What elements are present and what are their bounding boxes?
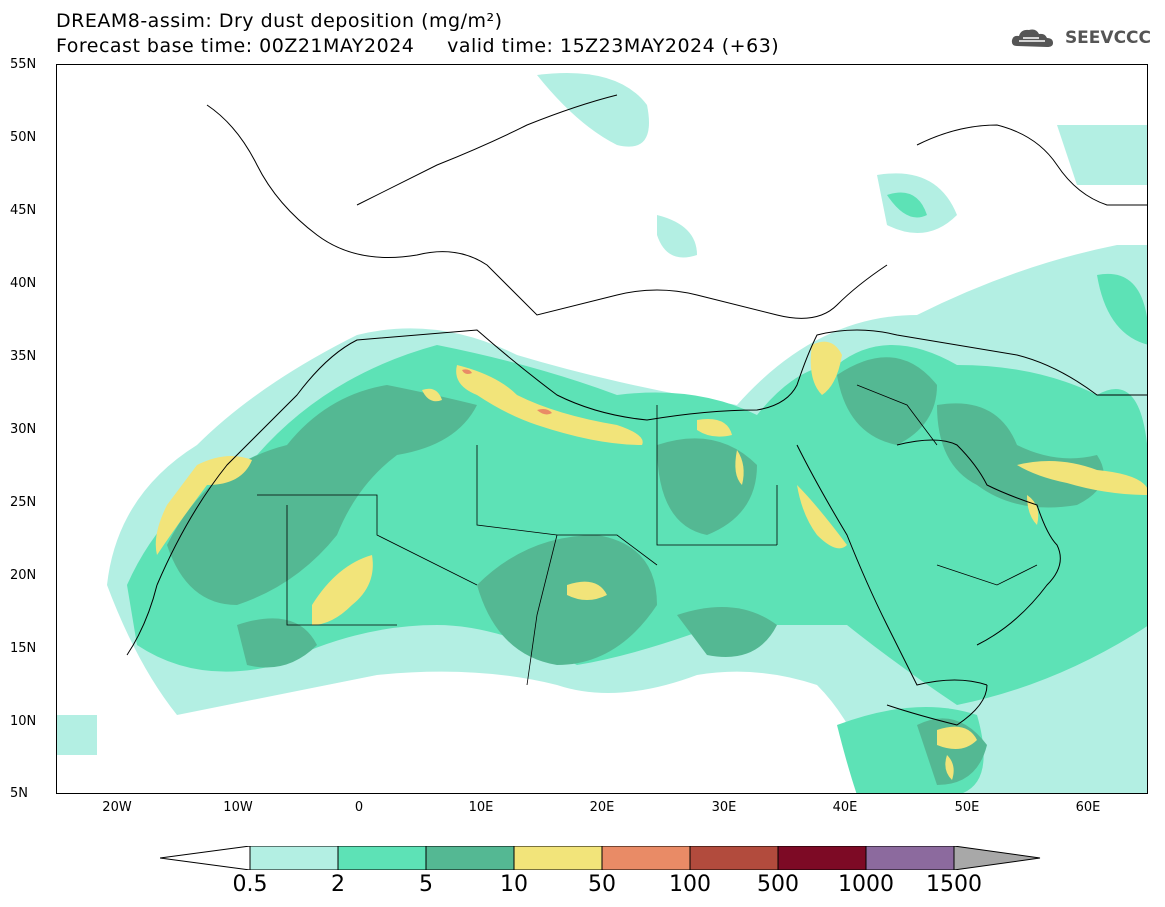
lat-label-10n: 10N: [10, 714, 37, 729]
colorbar-bin-1000: [865, 845, 955, 871]
colorbar-label-1500: 1500: [926, 872, 982, 897]
lon-label-10e: 10E: [468, 800, 494, 815]
lon-label-40e: 40E: [832, 800, 858, 815]
colorbar-bin-500: [777, 845, 867, 871]
lat-label-15n: 15N: [10, 641, 37, 656]
lon-label-30e: 30E: [711, 800, 737, 815]
colorbar-label-10: 10: [500, 872, 528, 897]
lat-label-20n: 20N: [10, 568, 37, 583]
colorbar-label-50: 50: [588, 872, 616, 897]
lon-label-60e: 60E: [1075, 800, 1101, 815]
map-canvas: [57, 73, 1147, 793]
colorbar-bin-50: [601, 845, 691, 871]
coastlines: [126, 94, 1147, 726]
map-subtitle: Forecast base time: 00Z21MAY2024 valid t…: [56, 35, 780, 57]
lon-label-50e: 50E: [954, 800, 980, 815]
lat-label-55n: 55N: [10, 57, 37, 72]
dust-deposition-map: [56, 64, 1148, 794]
seevccc-logo: SEEVCCC: [1009, 26, 1151, 50]
colorbar-bin-10: [513, 845, 603, 871]
colorbar-bin-2: [337, 845, 427, 871]
colorbar-label-500: 500: [757, 872, 799, 897]
country-borders: [257, 384, 1038, 686]
lat-label-50n: 50N: [10, 130, 37, 145]
cloud-icon: [1011, 29, 1053, 47]
colorbar-label-2: 2: [331, 872, 345, 897]
lon-label-20w: 20W: [102, 800, 132, 815]
logo-text: SEEVCCC: [1064, 28, 1151, 48]
lon-label-10w: 10W: [223, 800, 253, 815]
level-50-areas: [462, 369, 552, 415]
colorbar-over-arrow: [953, 845, 1041, 871]
lat-label-25n: 25N: [10, 495, 37, 510]
lat-label-40n: 40N: [10, 276, 37, 291]
colorbar-bin-100: [689, 845, 779, 871]
colorbar-label-1000: 1000: [838, 872, 894, 897]
colorbar: [159, 845, 1050, 874]
colorbar-label-0.5: 0.5: [232, 872, 268, 897]
colorbar-label-5: 5: [419, 872, 433, 897]
lat-label-5n: 5N: [10, 786, 28, 801]
level-10-areas: [155, 341, 1147, 780]
colorbar-graphic: [159, 845, 1041, 871]
colorbar-bin-0.5: [249, 845, 339, 871]
lat-label-30n: 30N: [10, 422, 37, 437]
map-title: DREAM8-assim: Dry dust deposition (mg/m²…: [56, 10, 503, 32]
lat-label-45n: 45N: [10, 203, 37, 218]
colorbar-under-arrow: [159, 845, 251, 871]
lon-label-0: 0: [354, 800, 364, 815]
lat-label-35n: 35N: [10, 349, 37, 364]
colorbar-label-100: 100: [669, 872, 711, 897]
lon-label-20e: 20E: [589, 800, 615, 815]
colorbar-bin-5: [425, 845, 515, 871]
